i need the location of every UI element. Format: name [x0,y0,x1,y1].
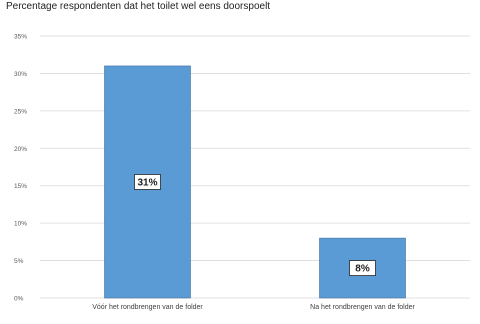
data-label-box [349,260,376,276]
data-label: 8% [355,264,370,275]
data-label: 31% [137,178,157,189]
category-label: Vóór het rondbrengen van de folder [92,304,203,311]
y-tick-label: 25% [14,108,27,115]
y-tick-label: 35% [14,34,27,41]
y-tick-label: 15% [14,183,27,190]
y-tick-label: 5% [14,258,24,265]
y-axis-tick-labels: 0% 5% 10% 15% 20% 25% 30% 35% [14,34,27,303]
y-tick-label: 10% [14,221,27,228]
y-tick-label: 30% [14,71,27,78]
y-tick-label: 20% [14,146,27,153]
y-tick-label: 0% [14,296,24,303]
data-label-box [134,174,161,190]
category-labels: Vóór het rondbrengen van de folder Na het… [92,304,415,311]
data-labels: 31% 8% [134,174,376,276]
chart-title: Percentage respondenten dat het toilet w… [6,1,270,12]
category-label: Na het rondbrengen van de folder [310,304,415,311]
